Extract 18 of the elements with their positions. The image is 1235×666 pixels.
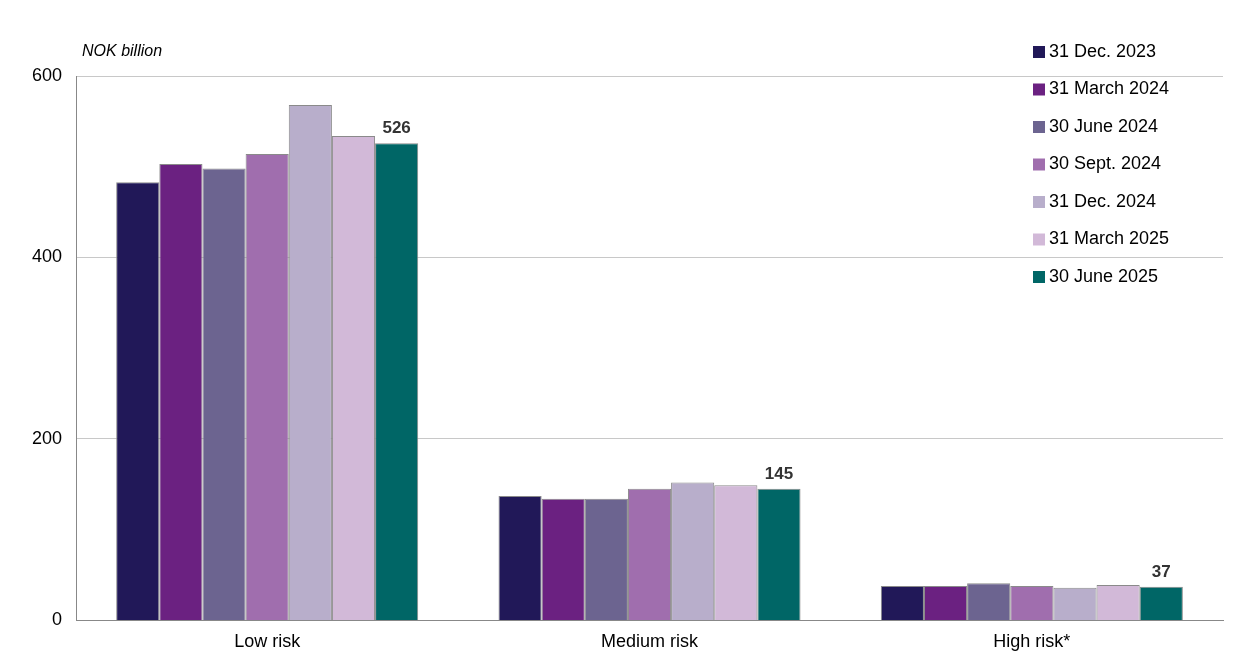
x-tick-label: Medium risk — [601, 631, 700, 652]
legend-label: 30 Sept. 2024 — [1049, 153, 1162, 174]
y-tick-label: 600 — [31, 64, 63, 85]
x-tick-label: High risk* — [993, 631, 1071, 652]
legend-label: 31 Dec. 2023 — [1049, 40, 1157, 61]
y-tick-label: 400 — [31, 246, 63, 267]
data-label: 526 — [382, 118, 411, 138]
legend-label: 31 Dec. 2024 — [1049, 190, 1157, 211]
y-tick-label: 0 — [52, 609, 63, 630]
legend-label: 31 March 2024 — [1049, 78, 1170, 99]
y-axis-title: NOK billion — [82, 42, 163, 60]
legend-label: 31 March 2025 — [1049, 228, 1170, 249]
data-label: 37 — [1151, 562, 1171, 582]
legend-label: 30 June 2024 — [1049, 115, 1159, 136]
y-tick-label: 200 — [31, 427, 63, 448]
legend-label: 30 June 2025 — [1049, 265, 1159, 286]
data-label: 145 — [764, 464, 794, 484]
x-tick-label: Low risk — [234, 631, 302, 652]
